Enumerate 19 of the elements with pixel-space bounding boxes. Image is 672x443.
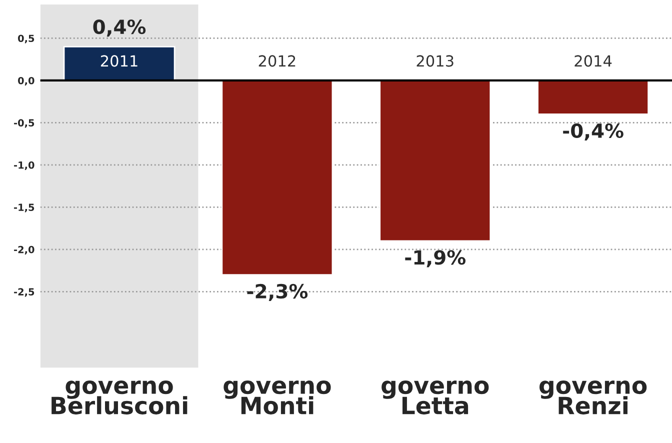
x-tick-label: governo Renzi: [540, 380, 647, 414]
y-tick-label: -0,5: [14, 119, 34, 128]
x-tick-label: governo Letta: [382, 380, 489, 414]
x-tick-label: governo Berlusconi: [52, 380, 188, 414]
y-tick-label: -2,0: [14, 246, 34, 254]
annotation: 2013: [416, 55, 454, 67]
y-tick-label: 0,0: [18, 76, 34, 86]
data-label: -1,9%: [405, 250, 466, 268]
y-tick-label: -2,5: [14, 288, 34, 297]
data-label: -2,3%: [247, 284, 308, 302]
x-tick-label: governo Monti: [224, 380, 331, 414]
y-tick-label: 0,5: [18, 34, 34, 44]
y-tick-label: -1,5: [14, 204, 34, 212]
data-label: -0,4%: [563, 123, 624, 141]
annotation: 2011: [100, 55, 138, 67]
y-tick-label: -1,0: [14, 161, 34, 170]
data-label: 0,4%: [93, 19, 146, 37]
annotation: 2012: [258, 55, 296, 67]
annotation: 2014: [574, 55, 612, 67]
